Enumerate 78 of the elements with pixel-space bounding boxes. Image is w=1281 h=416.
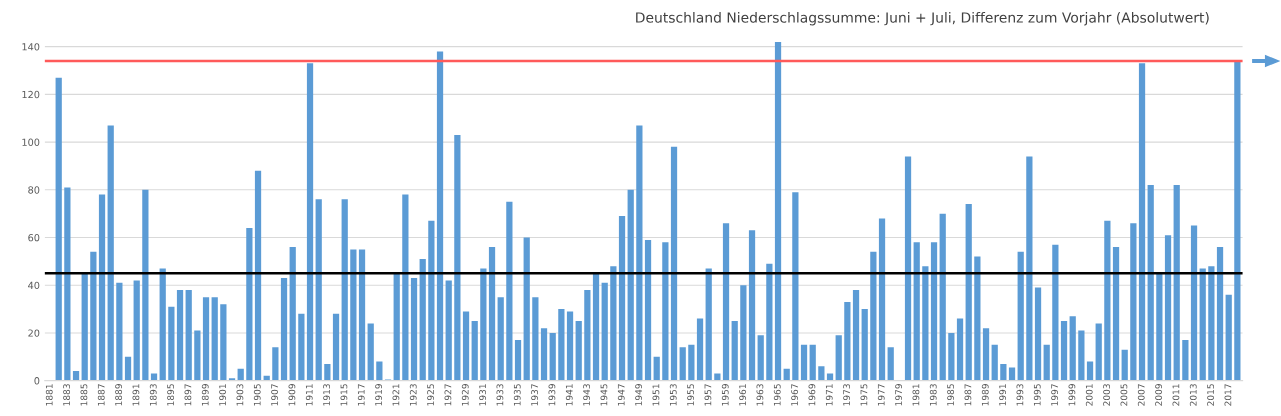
x-tick-label: 1883 — [63, 384, 70, 406]
chart-title: Deutschland Niederschlagssumme: Juni + Juli, Differenz zum Vorjahr (Absolutwert) — [636, 12, 1209, 26]
y-tick-label: 60 — [28, 233, 40, 242]
x-tick-label: 1937 — [531, 384, 538, 406]
x-tick-label: 1941 — [565, 384, 573, 406]
x-tick-label: 2009 — [1155, 384, 1162, 406]
x-tick-label: 1901 — [219, 384, 226, 406]
x-tick-label: 1979 — [895, 384, 902, 406]
x-tick-label: 1983 — [929, 384, 937, 406]
x-tick-label: 1995 — [1033, 384, 1041, 406]
x-tick-label: 2011 — [1172, 384, 1180, 406]
x-tick-label: 1985 — [947, 384, 954, 406]
x-tick-label: 1961 — [739, 384, 746, 406]
x-tick-label: 1881 — [45, 384, 53, 406]
x-tick-label: 1981 — [912, 384, 920, 406]
x-tick-label: 1931 — [479, 384, 486, 406]
y-tick-label: 140 — [22, 43, 40, 51]
x-tick-label: 1971 — [825, 384, 833, 406]
x-tick-label: 1959 — [721, 384, 729, 406]
x-tick-label: 1895 — [167, 384, 174, 406]
x-tick-label: 1935 — [513, 384, 521, 406]
x-tick-label: 1973 — [843, 384, 850, 406]
x-tick-label: 1917 — [357, 384, 365, 406]
x-tick-label: 1897 — [184, 384, 192, 406]
x-tick-label: 1933 — [496, 384, 504, 406]
x-tick-label: 1977 — [877, 384, 885, 406]
x-tick-label: 1947 — [617, 384, 625, 406]
x-tick-label: 1903 — [236, 384, 244, 406]
x-tick-label: 1957 — [704, 384, 712, 406]
x-tick-label: 1999 — [1068, 384, 1076, 406]
x-tick-label: 2017 — [1224, 384, 1232, 406]
x-tick-label: 1949 — [635, 384, 642, 406]
y-tick-label: 20 — [28, 329, 40, 337]
x-tick-label: 1939 — [548, 384, 556, 406]
y-tick-label: 0 — [34, 377, 40, 385]
x-tick-label: 1953 — [669, 384, 677, 406]
x-tick-label: 1915 — [340, 384, 348, 406]
x-tick-label: 1911 — [305, 384, 313, 406]
x-tick-label: 2001 — [1085, 384, 1093, 406]
x-tick-label: 1955 — [687, 384, 694, 406]
x-tick-label: 1927 — [444, 384, 452, 406]
x-tick-label: 1945 — [600, 384, 608, 406]
x-tick-label: 1919 — [375, 384, 382, 406]
x-tick-label: 1889 — [115, 384, 122, 406]
y-tick-label: 80 — [28, 186, 40, 194]
x-tick-label: 1993 — [1016, 384, 1024, 406]
x-tick-label: 1989 — [981, 384, 989, 406]
x-tick-label: 1913 — [323, 384, 330, 406]
x-tick-label: 1929 — [461, 384, 469, 406]
x-tick-label: 1975 — [860, 384, 868, 406]
x-tick-label: 1967 — [791, 384, 798, 406]
x-tick-label: 1885 — [80, 384, 88, 406]
x-tick-label: 1893 — [149, 384, 157, 406]
x-tick-label: 1969 — [808, 384, 816, 406]
x-tick-label: 1907 — [271, 384, 278, 406]
x-tick-label: 2007 — [1137, 384, 1145, 406]
x-tick-label: 1921 — [392, 384, 400, 406]
x-tick-label: 1991 — [999, 384, 1006, 406]
x-tick-label: 1905 — [253, 384, 261, 406]
y-tick-label: 40 — [28, 281, 40, 290]
x-tick-label: 1943 — [583, 384, 590, 406]
x-tick-label: 2013 — [1189, 384, 1197, 406]
x-tick-label: 1891 — [132, 384, 140, 406]
x-tick-label: 2015 — [1207, 384, 1214, 406]
x-tick-label: 1965 — [773, 384, 781, 406]
x-tick-label: 1909 — [288, 384, 296, 406]
x-tick-label: 1963 — [756, 384, 764, 406]
x-tick-label: 1997 — [1051, 384, 1058, 406]
x-tick-label: 1925 — [427, 384, 434, 406]
x-tick-label: 1987 — [964, 384, 972, 406]
y-tick-label: 100 — [22, 138, 40, 146]
x-tick-label: 1899 — [201, 384, 209, 406]
y-tick-label: 120 — [22, 90, 40, 99]
x-tick-label: 1887 — [97, 384, 105, 406]
x-tick-label: 1923 — [409, 384, 417, 406]
x-tick-label: 2003 — [1103, 384, 1110, 406]
x-tick-label: 1951 — [652, 384, 660, 406]
x-tick-label: 2005 — [1120, 384, 1128, 406]
